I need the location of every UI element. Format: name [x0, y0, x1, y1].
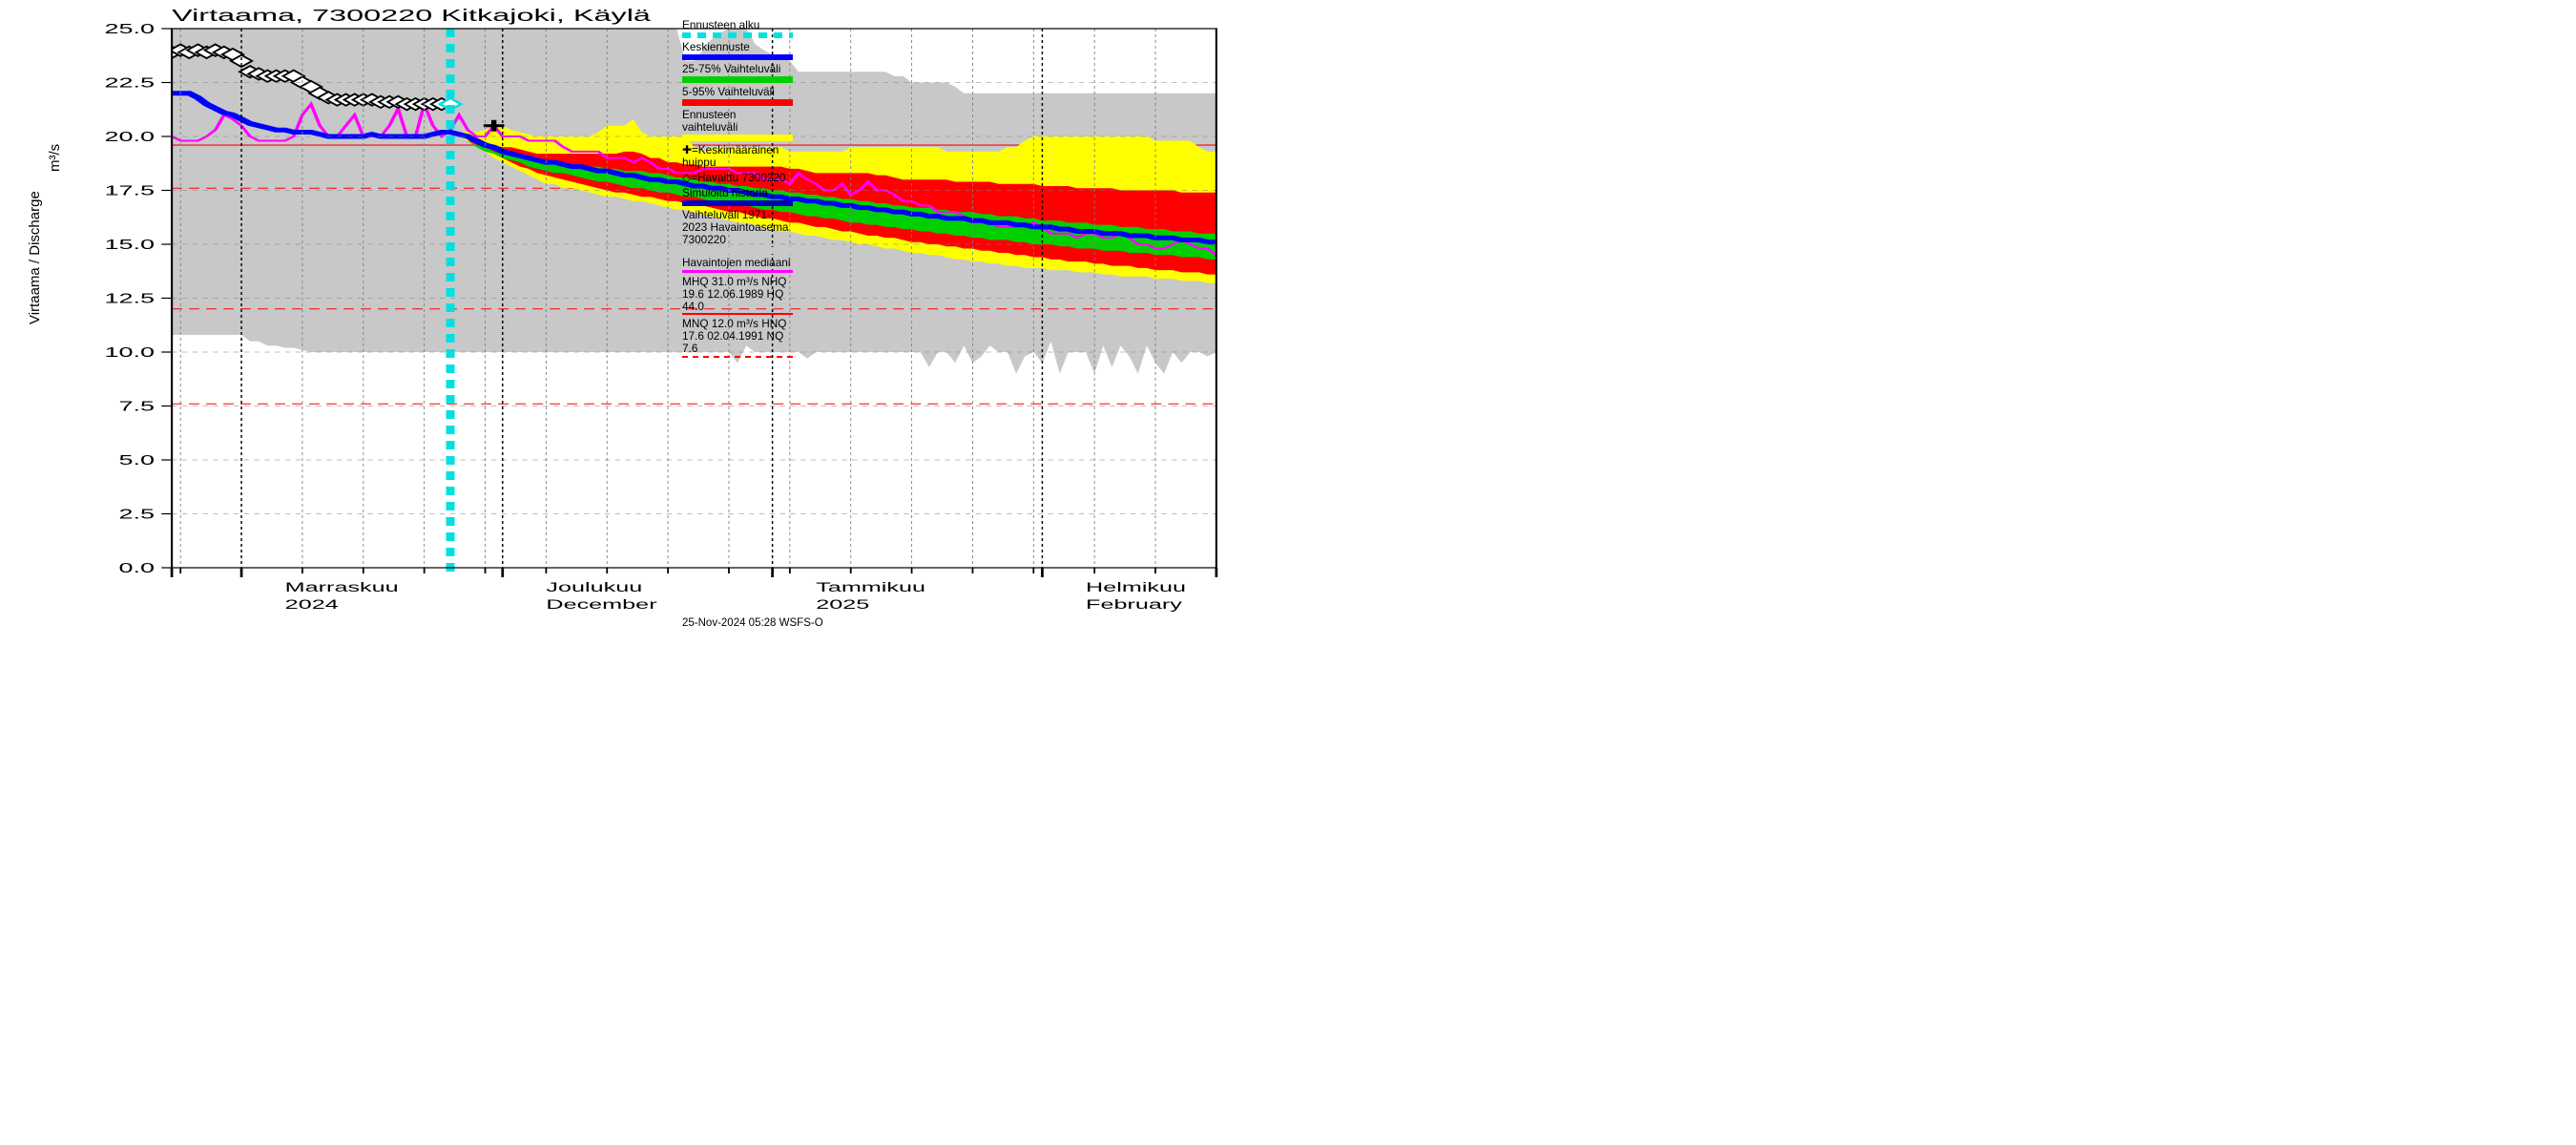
y-axis-label-2: m³/s: [47, 144, 63, 172]
chart-container: 0.0 2.5 5.0 7.5 10.0 12.5 15.0 17.5 20.0 22.5 25.0…: [0, 0, 1431, 636]
svg-text:25.0: 25.0: [105, 20, 156, 36]
svg-text:12.5: 12.5: [105, 290, 156, 306]
svg-text:2.5: 2.5: [119, 506, 156, 522]
svg-text:Marraskuu: Marraskuu: [285, 580, 399, 594]
svg-text:22.5: 22.5: [105, 74, 156, 91]
svg-text:Virtaama, 7300220 Kitkajoki, K: Virtaama, 7300220 Kitkajoki, Käylä: [172, 6, 651, 26]
svg-text:15.0: 15.0: [105, 236, 156, 252]
timestamp-footer: 25-Nov-2024 05:28 WSFS-O: [682, 617, 823, 629]
svg-text:10.0: 10.0: [105, 344, 156, 360]
svg-text:17.5: 17.5: [105, 182, 156, 198]
svg-text:2024: 2024: [285, 597, 339, 612]
svg-text:7.5: 7.5: [119, 398, 156, 414]
legend: Ennusteen alkuKeskiennuste25-75% Vaihtel…: [682, 19, 793, 361]
svg-text:20.0: 20.0: [105, 128, 156, 144]
svg-text:February: February: [1086, 597, 1183, 612]
svg-text:Joulukuu: Joulukuu: [546, 580, 642, 594]
svg-text:December: December: [546, 597, 656, 612]
y-axis-label-1: Virtaama / Discharge: [27, 191, 43, 324]
svg-text:Tammikuu: Tammikuu: [816, 580, 925, 594]
svg-text:0.0: 0.0: [119, 559, 156, 575]
svg-text:5.0: 5.0: [119, 451, 156, 468]
svg-text:Helmikuu: Helmikuu: [1086, 580, 1186, 594]
svg-text:2025: 2025: [816, 597, 869, 612]
